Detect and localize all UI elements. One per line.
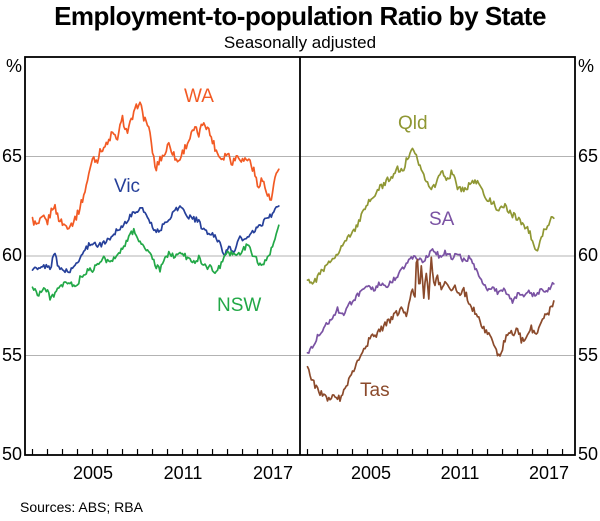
series-label-wa: WA — [184, 86, 214, 107]
y-tick-left-60: 60 — [1, 245, 22, 265]
x-tick-right-2011: 2011 — [440, 463, 480, 483]
x-tick-left-2011: 2011 — [163, 463, 203, 483]
series-sa-line — [306, 248, 555, 354]
y-tick-left-65: 65 — [1, 146, 22, 166]
x-tick-left-2017: 2017 — [252, 463, 294, 483]
y-tick-left-55: 55 — [1, 345, 22, 365]
y-tick-right-60: 60 — [578, 245, 599, 265]
y-tick-right-55: 55 — [578, 345, 599, 365]
chart-title: Employment-to-population Ratio by State — [54, 1, 546, 31]
series-label-sa: SA — [429, 209, 455, 230]
series-label-nsw: NSW — [217, 295, 262, 316]
y-axis-unit-left: % — [5, 56, 22, 76]
series-label-vic: Vic — [114, 176, 141, 197]
series-label-qld: Qld — [398, 113, 428, 134]
y-tick-right-50: 50 — [578, 444, 599, 464]
x-tick-right-2005: 2005 — [350, 463, 392, 483]
y-tick-left-50: 50 — [1, 444, 22, 464]
series-qld-line — [306, 147, 555, 285]
y-axis-unit-right: % — [578, 56, 595, 76]
series-label-tas: Tas — [360, 380, 390, 401]
x-tick-right-2017: 2017 — [528, 463, 570, 483]
series-nsw-line — [31, 224, 280, 301]
sources-note: Sources: ABS; RBA — [20, 499, 143, 515]
series-wa-line — [31, 101, 280, 230]
x-tick-left-2005: 2005 — [72, 463, 114, 483]
y-tick-right-65: 65 — [578, 146, 599, 166]
chart-subtitle: Seasonally adjusted — [223, 33, 377, 52]
series-tas-line — [306, 256, 555, 403]
series-vic-line — [31, 205, 280, 274]
